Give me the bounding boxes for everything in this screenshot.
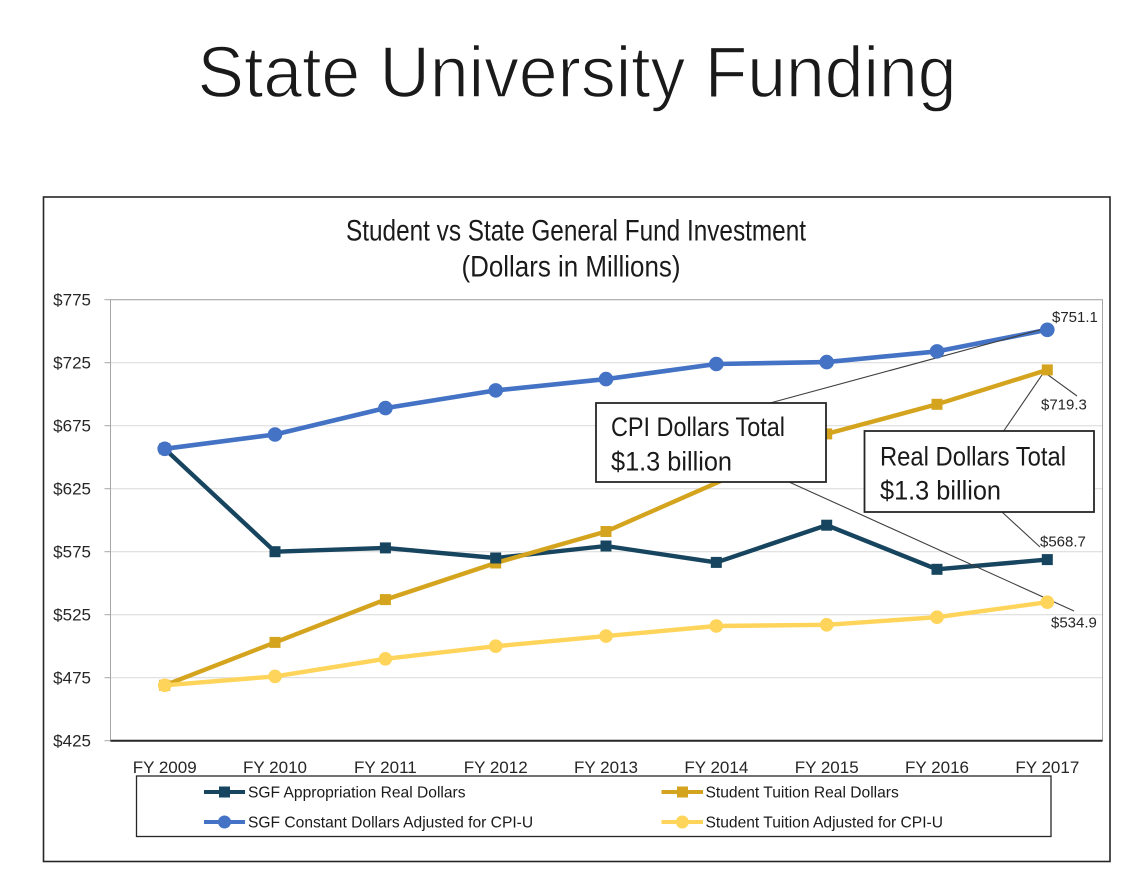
svg-text:SGF Appropriation Real Dollars: SGF Appropriation Real Dollars <box>248 785 466 802</box>
svg-text:$751.1: $751.1 <box>1052 309 1098 326</box>
svg-text:FY 2017: FY 2017 <box>1015 758 1079 777</box>
svg-text:Real Dollars Total: Real Dollars Total <box>880 441 1066 471</box>
svg-text:$625: $625 <box>53 480 91 499</box>
svg-text:$775: $775 <box>53 291 91 310</box>
svg-text:$425: $425 <box>53 732 91 751</box>
svg-text:(Dollars in Millions): (Dollars in Millions) <box>462 251 681 284</box>
svg-text:FY 2010: FY 2010 <box>243 758 307 777</box>
svg-text:FY 2014: FY 2014 <box>684 758 748 777</box>
svg-text:FY 2009: FY 2009 <box>133 758 197 777</box>
svg-text:$1.3 billion: $1.3 billion <box>880 476 1001 506</box>
svg-text:$568.7: $568.7 <box>1040 534 1086 551</box>
svg-text:Student vs State General Fund: Student vs State General Fund Investment <box>346 214 807 247</box>
svg-text:FY 2015: FY 2015 <box>795 758 859 777</box>
svg-text:FY 2012: FY 2012 <box>464 758 528 777</box>
svg-text:$525: $525 <box>53 606 91 625</box>
svg-text:$675: $675 <box>53 417 91 436</box>
svg-text:$475: $475 <box>53 669 91 688</box>
svg-text:$534.9: $534.9 <box>1051 615 1097 632</box>
svg-text:SGF Constant Dollars Adjusted: SGF Constant Dollars Adjusted for CPI-U <box>248 815 533 832</box>
svg-text:FY 2013: FY 2013 <box>574 758 638 777</box>
svg-text:Student Tuition Real Dollars: Student Tuition Real Dollars <box>706 785 899 802</box>
svg-text:FY 2016: FY 2016 <box>905 758 969 777</box>
svg-text:$725: $725 <box>53 354 91 373</box>
svg-text:CPI Dollars Total: CPI Dollars Total <box>611 412 785 442</box>
svg-text:$1.3 billion: $1.3 billion <box>611 447 732 477</box>
svg-text:$719.3: $719.3 <box>1041 397 1087 414</box>
svg-text:Student Tuition Adjusted for C: Student Tuition Adjusted for CPI-U <box>706 815 944 832</box>
svg-text:$575: $575 <box>53 543 91 562</box>
svg-text:FY 2011: FY 2011 <box>354 758 417 777</box>
svg-text:State University Funding: State University Funding <box>198 33 957 113</box>
